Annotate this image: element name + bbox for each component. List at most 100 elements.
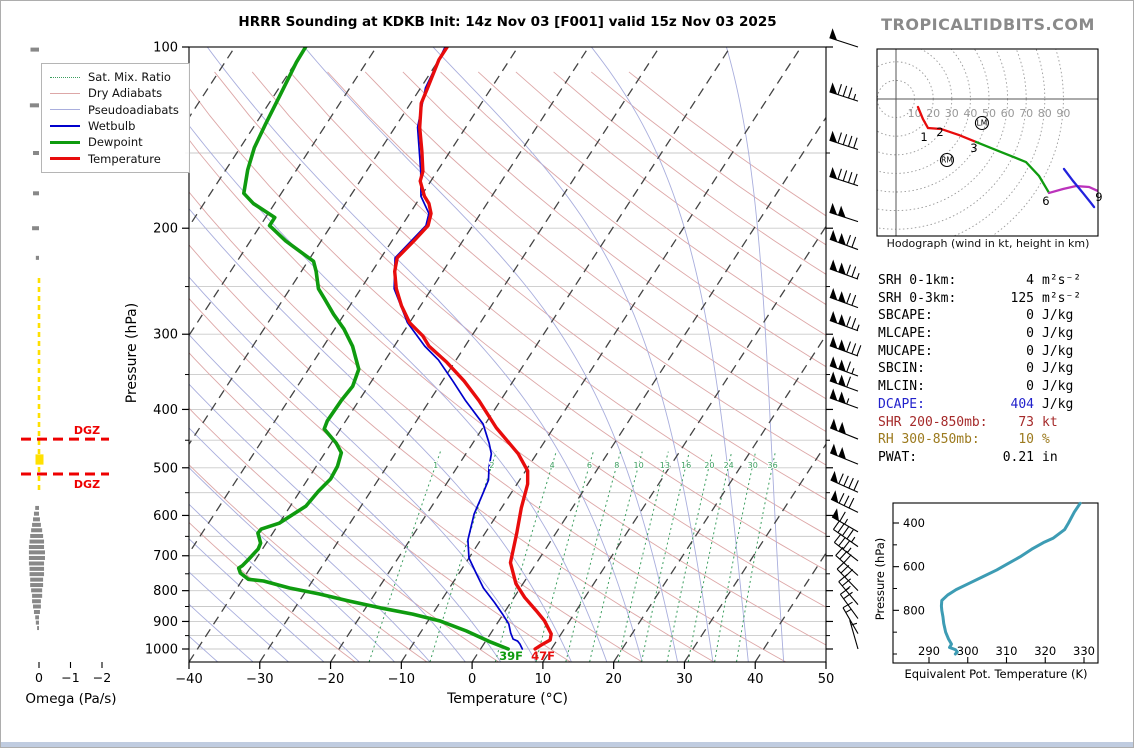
svg-text:70: 70 [1019, 107, 1033, 120]
hodograph-trace-9-12km [1047, 184, 1098, 195]
omega-bar [35, 505, 39, 510]
svg-text:50: 50 [982, 107, 996, 120]
omega-bar [30, 583, 44, 588]
svg-text:320: 320 [1034, 644, 1056, 658]
stat-value: 73 [1018, 414, 1034, 430]
hodograph-height-label: 9 [1095, 190, 1102, 204]
theta-e-curve [939, 501, 1082, 656]
legend-swatch [50, 140, 80, 144]
svg-text:700: 700 [153, 549, 178, 564]
legend-item-dry-adiabats: Dry Adiabats [50, 85, 179, 101]
stat-value: 0.21 [1002, 449, 1034, 465]
svg-text:36: 36 [768, 461, 778, 470]
skewt-background [189, 47, 826, 662]
stat-label: MUCAPE: [878, 343, 933, 359]
stat-unit: J/kg [1042, 343, 1074, 359]
wind-barb [831, 508, 859, 533]
wind-barb [829, 287, 859, 309]
watermark-logo: TROPICALTIDBITS.COM [881, 15, 1095, 34]
svg-text:100: 100 [153, 41, 178, 56]
legend-swatch [50, 109, 80, 111]
svg-text:40: 40 [747, 672, 764, 687]
svg-text:400: 400 [903, 516, 925, 530]
svg-text:50: 50 [818, 672, 835, 687]
storm-motion-marker-RM [939, 152, 955, 168]
legend-item-temperature: Temperature [50, 150, 179, 166]
svg-text:600: 600 [153, 509, 178, 524]
omega-bar [35, 255, 39, 260]
omega-bar [29, 539, 45, 544]
omega-bar [32, 593, 43, 598]
stat-label: SBCAPE: [878, 308, 933, 324]
wind-barb [836, 561, 859, 592]
legend-swatch [50, 92, 80, 94]
svg-text:900: 900 [153, 615, 178, 630]
svg-text:200: 200 [153, 222, 178, 237]
stat-label: SHR 200-850mb: [878, 414, 988, 430]
svg-text:6: 6 [587, 461, 592, 470]
stat-unit: J/kg [1042, 396, 1074, 412]
svg-text:LM: LM [977, 119, 988, 128]
wind-barb [829, 311, 860, 332]
stat-row-dcape-: DCAPE: 404 J/kg [878, 396, 1130, 414]
stat-row-mlcin-: MLCIN: 0 J/kg [878, 378, 1130, 396]
omega-panel: 0 −1 −2 [21, 47, 111, 685]
storm-motion-marker-LM [974, 115, 989, 131]
hodograph-trace-6-9km [1062, 167, 1096, 209]
stat-row-mlcape-: MLCAPE: 0 J/kg [878, 325, 1130, 343]
wind-barb [829, 259, 860, 280]
svg-text:300: 300 [957, 644, 979, 658]
omega-bar [29, 103, 39, 108]
stat-unit: J/kg [1042, 361, 1074, 377]
hodograph-height-label: 6 [1042, 194, 1049, 208]
omega-bar [35, 615, 39, 620]
svg-text:1: 1 [433, 461, 438, 470]
omega-bar [33, 191, 39, 196]
omega-bar [32, 599, 41, 604]
svg-text:30: 30 [676, 672, 693, 687]
omega-bar [28, 555, 45, 560]
stat-row-srh-0-3km-: SRH 0-3km: 125 m²s⁻² [878, 290, 1130, 308]
wind-barb [829, 418, 859, 440]
hodograph-trace-3-6km [974, 140, 1051, 195]
stat-row-pwat-: PWAT: 0.21 in [878, 449, 1130, 467]
stat-value: 0 [1026, 379, 1034, 395]
svg-text:−20: −20 [317, 672, 344, 687]
legend-item-dewpoint: Dewpoint [50, 134, 179, 150]
wind-barb [830, 490, 859, 513]
svg-text:−30: −30 [246, 672, 273, 687]
svg-text:RM: RM [941, 156, 953, 165]
svg-text:13: 13 [660, 461, 670, 470]
wind-barb [849, 620, 859, 650]
svg-text:600: 600 [903, 560, 925, 574]
omega-bar [33, 517, 40, 522]
omega-bar [29, 572, 45, 577]
omega-bar [28, 561, 45, 566]
stat-row-shr-200-850mb-: SHR 200-850mb: 73 kt [878, 414, 1130, 432]
omega-axis-label: Omega (Pa/s) [25, 691, 117, 707]
skewt-y-axis-label: Pressure (hPa) [124, 302, 140, 404]
stat-value: 10 [1018, 432, 1034, 448]
surface-dewpoint-label: 39F [499, 649, 523, 663]
mixing-ratio-labels: 1 2 4 6 8 10 13 16 20 24 30 36 [432, 460, 779, 471]
omega-bar [31, 528, 43, 533]
stat-value: 0 [1026, 326, 1034, 342]
svg-text:16: 16 [681, 461, 691, 470]
wind-barb [829, 130, 859, 151]
wind-barb [829, 82, 859, 102]
svg-text:2: 2 [489, 461, 494, 470]
legend-label: Sat. Mix. Ratio [88, 70, 171, 85]
omega-bar [35, 620, 39, 625]
stat-value: 0 [1026, 361, 1034, 377]
stat-value: 0 [1026, 343, 1034, 359]
wind-barb [829, 336, 862, 357]
omega-bar [33, 609, 40, 614]
stat-label: MLCIN: [878, 379, 925, 395]
stat-unit: m²s⁻² [1042, 273, 1082, 288]
stat-label: PWAT: [878, 449, 918, 465]
omega-bar [37, 626, 39, 631]
wind-barb [835, 546, 859, 576]
